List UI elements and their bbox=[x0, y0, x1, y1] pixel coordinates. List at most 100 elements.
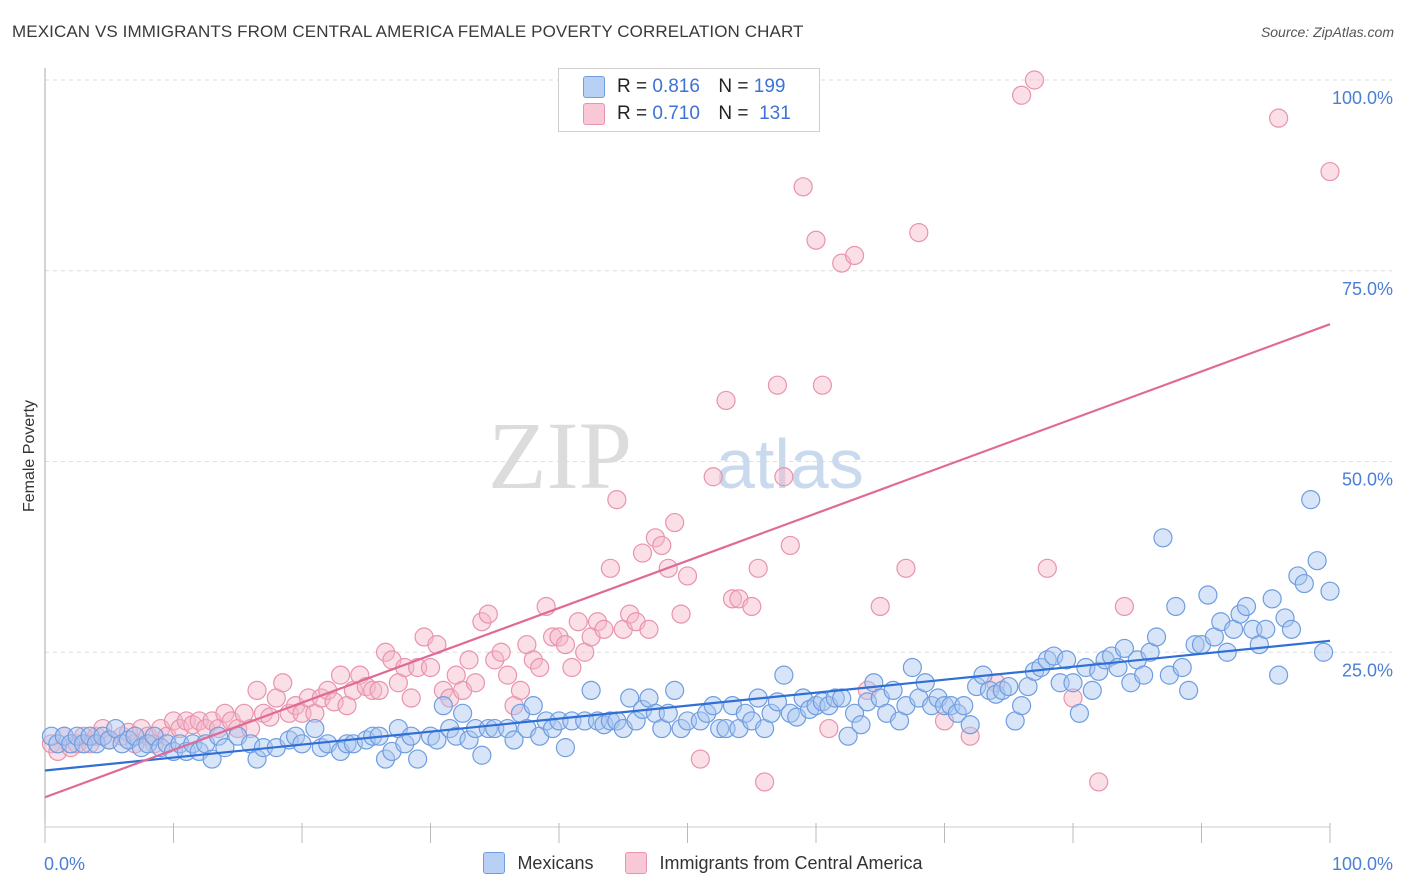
x-tick-label-max: 100.0% bbox=[1332, 854, 1393, 874]
central-america-point bbox=[639, 619, 659, 639]
central-america-point bbox=[170, 718, 190, 739]
central-america-point bbox=[478, 604, 498, 624]
central-america-point bbox=[1037, 558, 1057, 578]
mexicans-point bbox=[967, 676, 987, 697]
central-america-point bbox=[420, 657, 441, 678]
series-mexicans-points bbox=[41, 490, 1340, 769]
central-america-point bbox=[587, 612, 608, 632]
mexicans-point bbox=[1307, 551, 1327, 571]
central-america-point bbox=[1024, 70, 1045, 90]
mexicans-point bbox=[1063, 673, 1083, 693]
mexicans-point bbox=[1198, 585, 1218, 605]
mexicans-point bbox=[838, 726, 858, 746]
mexicans-point bbox=[581, 680, 601, 701]
watermark-atlas: atlas bbox=[716, 425, 864, 503]
central-america-point bbox=[774, 467, 794, 487]
mexicans-point bbox=[305, 718, 325, 739]
central-america-point bbox=[330, 665, 351, 685]
mexicans-point bbox=[671, 718, 691, 739]
mexicans-point bbox=[446, 726, 466, 746]
central-america-point bbox=[703, 467, 723, 487]
mexicans-point bbox=[1082, 680, 1102, 701]
central-america-point bbox=[1011, 85, 1032, 105]
mexicans-point bbox=[1294, 573, 1314, 594]
central-america-point bbox=[665, 512, 685, 533]
central-america-point bbox=[645, 528, 665, 548]
central-america-point bbox=[363, 680, 383, 701]
mexicans-point bbox=[774, 665, 794, 685]
central-america-point bbox=[324, 692, 344, 712]
mexicans-point bbox=[665, 680, 685, 701]
mexicans-point bbox=[86, 734, 107, 754]
central-america-point bbox=[510, 680, 531, 701]
legend-n-value: 131 bbox=[759, 103, 791, 124]
legend-r-value: 0.710 bbox=[652, 103, 700, 124]
legend-row-central-america: R = 0.710 N = 131 bbox=[583, 101, 791, 127]
central-america-point bbox=[1089, 772, 1109, 792]
mexicans-point bbox=[555, 738, 576, 758]
y-axis-label: Female Poverty bbox=[21, 400, 38, 512]
central-america-point bbox=[1114, 596, 1135, 617]
series-legend-label: Immigrants from Central America bbox=[659, 852, 923, 873]
central-america-point bbox=[909, 223, 929, 243]
central-america-point bbox=[742, 596, 762, 617]
legend-swatch-pink bbox=[583, 103, 605, 125]
mexicans-point bbox=[1114, 638, 1135, 659]
watermark-zip: ZIP bbox=[488, 402, 632, 509]
mexicans-point bbox=[1256, 619, 1276, 639]
central-america-point bbox=[273, 673, 293, 693]
central-america-point bbox=[562, 657, 582, 678]
mexicans-point bbox=[1069, 703, 1090, 723]
mexicans-point bbox=[1236, 596, 1257, 617]
mexicans-point bbox=[1076, 657, 1096, 678]
legend-n-label: N = bbox=[718, 103, 749, 124]
central-america-point bbox=[652, 535, 672, 556]
central-america-point bbox=[844, 245, 865, 266]
central-america-point bbox=[607, 490, 627, 510]
central-america-point bbox=[870, 596, 890, 617]
series-legend-label: Mexicans bbox=[517, 852, 594, 873]
central-america-point bbox=[375, 642, 396, 662]
central-america-point bbox=[600, 558, 621, 578]
legend-r-value: 0.816 bbox=[652, 76, 700, 97]
central-america-point bbox=[671, 604, 691, 624]
mexicans-point bbox=[735, 703, 755, 723]
mexicans-point bbox=[1089, 661, 1109, 681]
central-america-point bbox=[459, 650, 479, 670]
central-america-point bbox=[472, 612, 492, 632]
mexicans-point bbox=[1044, 646, 1064, 666]
y-tick-label: 25.0% bbox=[1342, 660, 1393, 680]
central-america-trend-line bbox=[44, 323, 1331, 799]
watermark: ZIP atlas bbox=[488, 402, 864, 509]
mexicans-point bbox=[1031, 657, 1051, 678]
central-america-point bbox=[491, 642, 511, 662]
x-tick-label-min: 0.0% bbox=[44, 854, 85, 874]
chart-source: Source: ZipAtlas.com bbox=[1260, 24, 1394, 40]
central-america-point bbox=[620, 604, 640, 624]
trend-lines bbox=[44, 323, 1331, 799]
central-america-point bbox=[632, 543, 653, 563]
series-swatch-pink bbox=[625, 852, 648, 874]
mexicans-point bbox=[954, 696, 974, 716]
mexicans-point bbox=[1153, 528, 1173, 548]
central-america-point bbox=[677, 566, 698, 586]
legend-r-label: R = bbox=[617, 76, 648, 97]
central-america-point bbox=[465, 673, 486, 693]
central-america-point bbox=[549, 627, 569, 647]
legend-n-label: N = bbox=[718, 76, 749, 97]
central-america-point bbox=[568, 612, 588, 632]
central-america-point bbox=[716, 390, 736, 411]
central-america-point bbox=[767, 375, 788, 395]
series-legend-central-america[interactable]: Immigrants from Central America bbox=[625, 852, 923, 874]
y-tick-label: 100.0% bbox=[1332, 88, 1393, 108]
mexicans-point bbox=[1230, 604, 1250, 624]
y-tick-label: 50.0% bbox=[1342, 470, 1393, 490]
mexicans-point bbox=[902, 657, 922, 678]
mexicans-point bbox=[472, 745, 492, 765]
x-axis-ticks bbox=[44, 823, 1331, 843]
mexicans-point bbox=[1172, 657, 1192, 678]
mexicans-point bbox=[138, 734, 158, 754]
legend: R = 0.816 N = 199 R = 0.710 N = 131 bbox=[558, 68, 820, 132]
mexicans-point bbox=[851, 715, 871, 735]
series-legend-mexicans[interactable]: Mexicans bbox=[483, 852, 593, 874]
